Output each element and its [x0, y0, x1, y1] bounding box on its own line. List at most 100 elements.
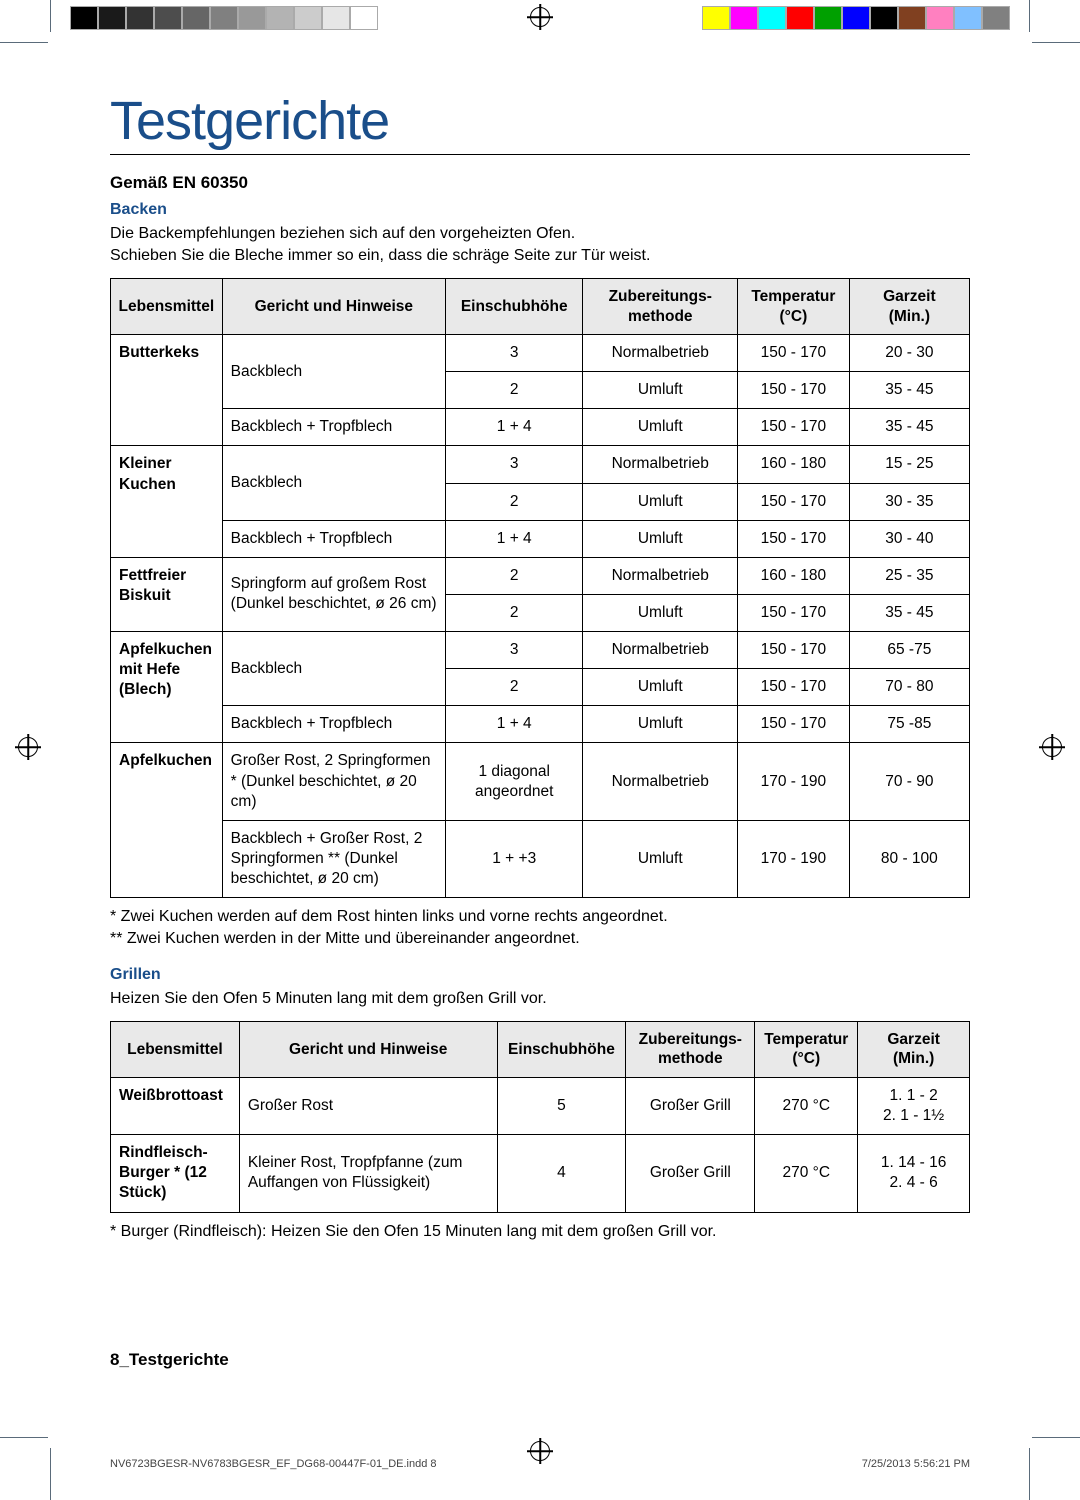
cell-time: 70 - 90	[849, 743, 969, 820]
backen-intro: Die Backempfehlungen beziehen sich auf d…	[110, 223, 970, 266]
table-row: Backblech + Großer Rost, 2 Springformen …	[111, 820, 970, 897]
crop-mark	[50, 1448, 51, 1500]
imposition-file: NV6723BGESR-NV6783BGESR_EF_DG68-00447F-0…	[110, 1458, 437, 1470]
grillen-intro: Heizen Sie den Ofen 5 Minuten lang mit d…	[110, 988, 970, 1010]
cell-time: 20 - 30	[849, 334, 969, 371]
th-method: Zubereitungs-methode	[583, 279, 738, 335]
table-row: Backblech + Tropfblech 1 + 4 Umluft 150 …	[111, 520, 970, 557]
cell-shelf: 4	[497, 1135, 626, 1212]
color-swatch	[702, 6, 730, 30]
th-food: Lebensmittel	[111, 279, 223, 335]
cell-dish: Backblech + Großer Rost, 2 Springformen …	[222, 820, 445, 897]
cell-dish: Backblech + Tropfblech	[222, 520, 445, 557]
color-swatch	[814, 6, 842, 30]
cell-time: 75 -85	[849, 706, 969, 743]
cell-dish: Kleiner Rost, Tropfpfanne (zum Auffangen…	[239, 1135, 497, 1212]
th-dish: Gericht und Hinweise	[239, 1022, 497, 1078]
cell-temp: 150 - 170	[738, 483, 850, 520]
cell-time: 65 -75	[849, 632, 969, 669]
th-temp: Temperatur(°C)	[755, 1022, 858, 1078]
cell-shelf: 3	[446, 632, 583, 669]
cell-time: 30 - 35	[849, 483, 969, 520]
imposition-footer: NV6723BGESR-NV6783BGESR_EF_DG68-00447F-0…	[110, 1458, 970, 1470]
cell-shelf: 1 diagonal angeordnet	[446, 743, 583, 820]
color-swatch	[350, 6, 378, 30]
cell-dish: Großer Rost, 2 Springformen * (Dunkel be…	[222, 743, 445, 820]
cell-time: 25 - 35	[849, 557, 969, 594]
cell-shelf: 1 + 4	[446, 520, 583, 557]
color-swatch	[758, 6, 786, 30]
cell-shelf: 2	[446, 557, 583, 594]
color-swatch	[322, 6, 350, 30]
table-row: Butterkeks Backblech 3 Normalbetrieb 150…	[111, 334, 970, 371]
registration-mark-top	[530, 6, 550, 34]
cell-shelf: 2	[446, 594, 583, 631]
table-row: Backblech + Tropfblech 1 + 4 Umluft 150 …	[111, 706, 970, 743]
th-time: Garzeit(Min.)	[849, 279, 969, 335]
th-method: Zubereitungs-methode	[626, 1022, 755, 1078]
color-swatch	[154, 6, 182, 30]
cell-temp: 150 - 170	[738, 669, 850, 706]
color-swatches-left	[70, 6, 378, 30]
cell-shelf: 2	[446, 483, 583, 520]
cell-method: Großer Grill	[626, 1135, 755, 1212]
crop-mark	[1029, 1448, 1030, 1500]
cell-time: 15 - 25	[849, 446, 969, 483]
cell-temp: 150 - 170	[738, 520, 850, 557]
color-swatch	[98, 6, 126, 30]
color-swatch	[982, 6, 1010, 30]
color-swatch	[730, 6, 758, 30]
cell-temp: 160 - 180	[738, 446, 850, 483]
cell-food: Weißbrottoast	[111, 1077, 240, 1134]
registration-mark-left	[18, 736, 38, 764]
cell-dish: Springform auf großem Rost (Dunkel besch…	[222, 557, 445, 631]
cell-shelf: 2	[446, 669, 583, 706]
cell-time: 70 - 80	[849, 669, 969, 706]
cell-time: 1. 14 - 162. 4 - 6	[858, 1135, 970, 1212]
cell-shelf: 1 + 4	[446, 409, 583, 446]
color-swatch	[210, 6, 238, 30]
color-swatch	[266, 6, 294, 30]
cell-time: 35 - 45	[849, 372, 969, 409]
color-swatch	[842, 6, 870, 30]
cell-method: Umluft	[583, 372, 738, 409]
th-shelf: Einschubhöhe	[446, 279, 583, 335]
th-shelf: Einschubhöhe	[497, 1022, 626, 1078]
cell-food: Kleiner Kuchen	[111, 446, 223, 557]
table-row: Apfelkuchen mit Hefe (Blech) Backblech 3…	[111, 632, 970, 669]
crop-mark	[0, 42, 48, 43]
table-row: Fettfreier Biskuit Springform auf großem…	[111, 557, 970, 594]
crop-mark	[1029, 0, 1030, 32]
cell-time: 80 - 100	[849, 820, 969, 897]
cell-temp: 150 - 170	[738, 706, 850, 743]
color-swatch	[870, 6, 898, 30]
color-swatch	[238, 6, 266, 30]
crop-mark	[0, 1437, 48, 1438]
th-temp: Temperatur(°C)	[738, 279, 850, 335]
registration-mark-right	[1042, 736, 1062, 764]
cell-time: 35 - 45	[849, 594, 969, 631]
cell-temp: 160 - 180	[738, 557, 850, 594]
cell-temp: 270 °C	[755, 1135, 858, 1212]
table-row: Rindfleisch-Burger * (12 Stück) Kleiner …	[111, 1135, 970, 1212]
cell-method: Umluft	[583, 820, 738, 897]
color-swatch	[294, 6, 322, 30]
cell-dish: Backblech	[222, 446, 445, 520]
cell-shelf: 1 + +3	[446, 820, 583, 897]
cell-temp: 150 - 170	[738, 334, 850, 371]
cell-time: 30 - 40	[849, 520, 969, 557]
table-header-row: Lebensmittel Gericht und Hinweise Einsch…	[111, 279, 970, 335]
backen-intro-line2: Schieben Sie die Bleche immer so ein, da…	[110, 247, 650, 264]
page-content: Testgerichte Gemäß EN 60350 Backen Die B…	[110, 90, 970, 1258]
cell-method: Normalbetrieb	[583, 632, 738, 669]
color-swatch	[954, 6, 982, 30]
cell-method: Großer Grill	[626, 1077, 755, 1134]
color-swatches-right	[702, 6, 1010, 30]
color-swatch	[182, 6, 210, 30]
table-header-row: Lebensmittel Gericht und Hinweise Einsch…	[111, 1022, 970, 1078]
th-time: Garzeit(Min.)	[858, 1022, 970, 1078]
section-heading-backen: Backen	[110, 201, 970, 219]
cell-dish: Backblech	[222, 334, 445, 408]
cell-temp: 170 - 190	[738, 743, 850, 820]
cell-shelf: 5	[497, 1077, 626, 1134]
